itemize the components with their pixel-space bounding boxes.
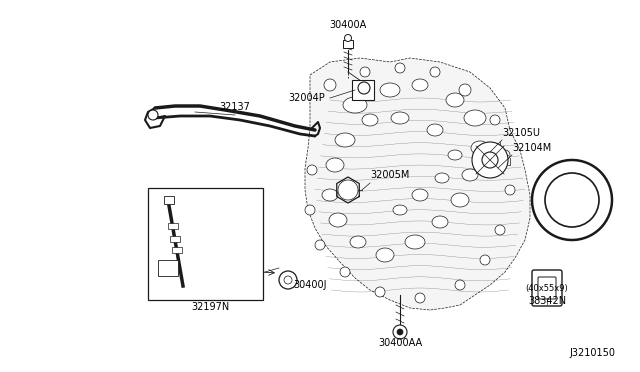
Ellipse shape	[391, 112, 409, 124]
Ellipse shape	[432, 216, 448, 228]
Text: 32104M: 32104M	[512, 143, 551, 153]
Bar	[352, 80, 374, 100]
Text: 32005M: 32005M	[370, 170, 410, 180]
Ellipse shape	[329, 213, 347, 227]
Circle shape	[505, 185, 515, 195]
Circle shape	[358, 82, 370, 94]
Bar	[170, 236, 180, 242]
Ellipse shape	[393, 205, 407, 215]
Circle shape	[307, 165, 317, 175]
Text: 30400A: 30400A	[330, 20, 367, 30]
Ellipse shape	[462, 169, 478, 181]
Ellipse shape	[322, 189, 338, 201]
Circle shape	[415, 293, 425, 303]
Circle shape	[305, 205, 315, 215]
Ellipse shape	[427, 124, 443, 136]
Ellipse shape	[451, 193, 469, 207]
Circle shape	[480, 255, 490, 265]
Circle shape	[490, 115, 500, 125]
Ellipse shape	[376, 248, 394, 262]
Bar	[164, 196, 174, 204]
Bar	[148, 188, 263, 300]
FancyBboxPatch shape	[538, 277, 556, 299]
Ellipse shape	[464, 110, 486, 126]
Bar	[168, 223, 177, 229]
Ellipse shape	[343, 97, 367, 113]
Text: 30400J: 30400J	[293, 280, 326, 290]
Ellipse shape	[448, 150, 462, 160]
Circle shape	[324, 79, 336, 91]
Bar	[158, 260, 178, 276]
Circle shape	[397, 329, 403, 335]
Ellipse shape	[350, 236, 366, 248]
Text: 32105U: 32105U	[502, 128, 540, 138]
Circle shape	[500, 150, 510, 160]
Circle shape	[545, 173, 599, 227]
FancyBboxPatch shape	[532, 270, 562, 306]
Ellipse shape	[471, 141, 489, 155]
Ellipse shape	[362, 114, 378, 126]
Bar	[343, 40, 353, 48]
Circle shape	[472, 142, 508, 178]
Circle shape	[344, 35, 351, 42]
Ellipse shape	[326, 158, 344, 172]
Circle shape	[284, 276, 292, 284]
Ellipse shape	[435, 173, 449, 183]
Ellipse shape	[412, 189, 428, 201]
Circle shape	[338, 180, 358, 200]
Polygon shape	[305, 58, 530, 310]
Ellipse shape	[446, 93, 464, 107]
Text: 38342N: 38342N	[528, 296, 566, 306]
Text: 32197N: 32197N	[191, 302, 229, 312]
Circle shape	[340, 267, 350, 277]
Circle shape	[459, 84, 471, 96]
Circle shape	[375, 287, 385, 297]
Circle shape	[495, 225, 505, 235]
Text: J3210150: J3210150	[569, 348, 615, 358]
Circle shape	[360, 67, 370, 77]
Text: (40x55x9): (40x55x9)	[525, 284, 568, 293]
Text: 30400AA: 30400AA	[378, 338, 422, 348]
Circle shape	[455, 280, 465, 290]
Circle shape	[393, 325, 407, 339]
Ellipse shape	[335, 133, 355, 147]
Circle shape	[532, 160, 612, 240]
Text: 32137: 32137	[220, 102, 250, 112]
Circle shape	[315, 240, 325, 250]
Circle shape	[279, 271, 297, 289]
Circle shape	[482, 152, 498, 168]
Text: 32004P: 32004P	[288, 93, 325, 103]
Ellipse shape	[412, 79, 428, 91]
Circle shape	[430, 67, 440, 77]
Bar	[172, 247, 182, 253]
Ellipse shape	[405, 235, 425, 249]
Ellipse shape	[380, 83, 400, 97]
Circle shape	[395, 63, 405, 73]
Circle shape	[148, 110, 158, 120]
